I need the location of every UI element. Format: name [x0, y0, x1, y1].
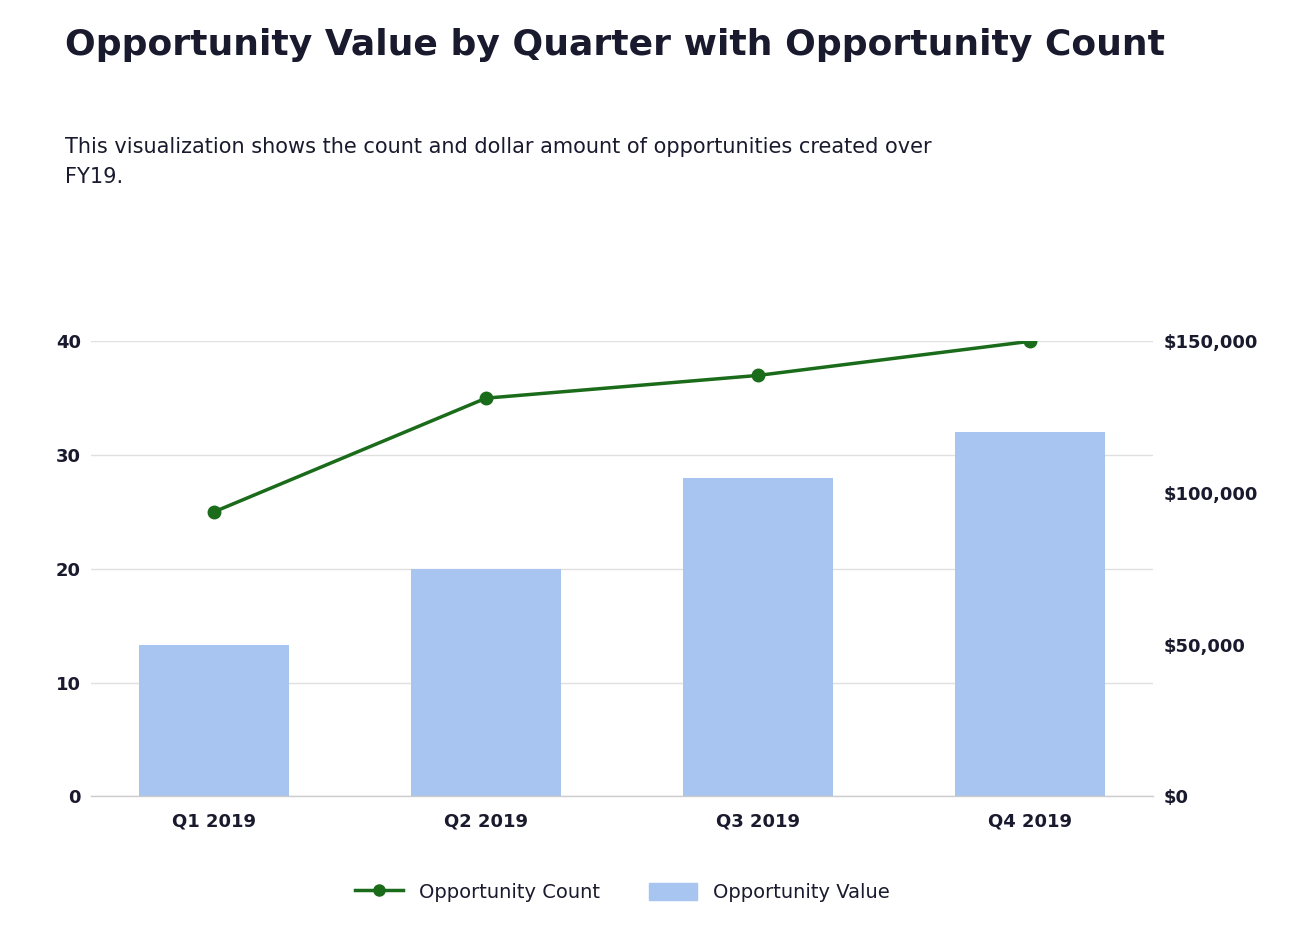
Bar [139, 645, 289, 796]
Legend: Opportunity Count, Opportunity Value: Opportunity Count, Opportunity Value [347, 875, 897, 910]
Bar [683, 478, 833, 796]
Text: Opportunity Value by Quarter with Opportunity Count: Opportunity Value by Quarter with Opport… [65, 28, 1165, 63]
Bar [955, 432, 1105, 796]
Bar [411, 569, 561, 796]
Text: This visualization shows the count and dollar amount of opportunities created ov: This visualization shows the count and d… [65, 137, 932, 187]
